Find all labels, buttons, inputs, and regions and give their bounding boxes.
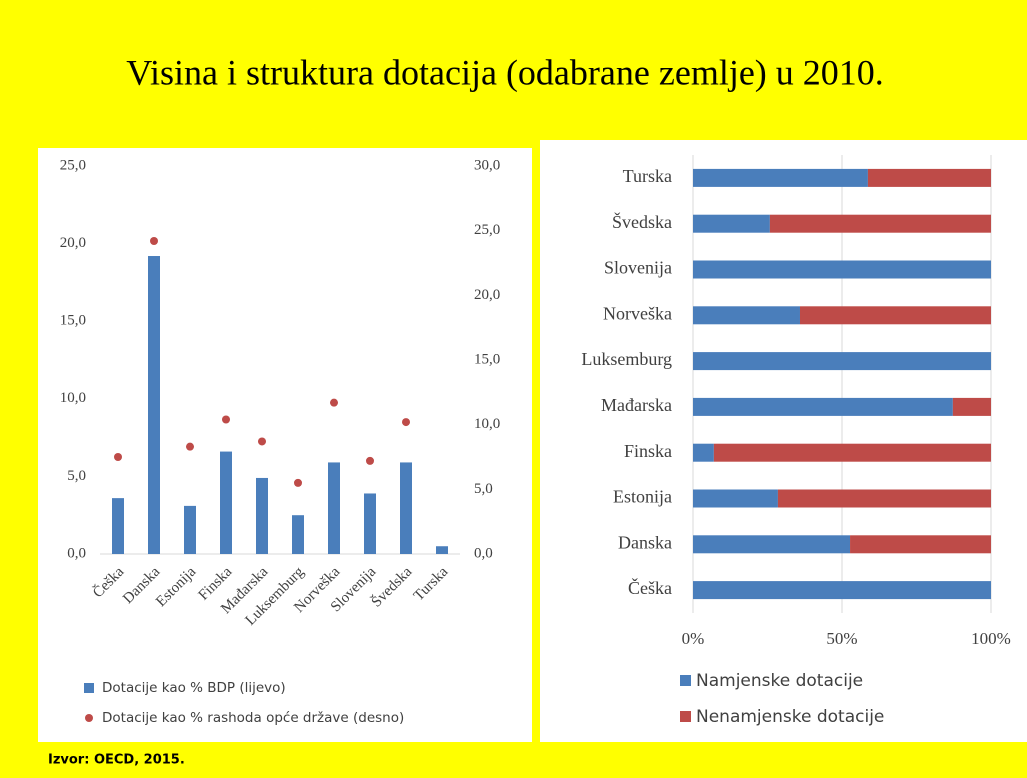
bar-segment (693, 260, 991, 279)
left-panel (38, 148, 532, 742)
legend-label: Nenamjenske dotacije (696, 707, 884, 727)
bar (148, 256, 160, 554)
y-tick-label: Švedska (612, 211, 672, 232)
bar (184, 505, 196, 554)
dot (150, 237, 158, 246)
y2-tick-label: 0,0 (474, 545, 493, 561)
y-tick-label: Estonija (613, 487, 672, 507)
y-tick-label: Češka (628, 577, 672, 598)
dot (402, 418, 410, 427)
legend-swatch (680, 711, 691, 722)
bar-segment (693, 443, 714, 462)
x-tick-label: 100% (971, 629, 1011, 648)
y-tick-label: 5,0 (67, 468, 86, 484)
dot (366, 456, 374, 465)
bar (292, 515, 304, 554)
bar (220, 451, 232, 554)
x-tick-label: 50% (826, 629, 857, 648)
right-panel (540, 140, 1027, 742)
bar-segment (777, 489, 991, 508)
y-tick-label: Danska (618, 532, 672, 552)
y-tick-label: Turska (623, 166, 672, 186)
bar (400, 462, 412, 554)
bar-segment (693, 535, 851, 554)
y2-tick-label: 15,0 (474, 351, 500, 367)
bar (364, 493, 376, 554)
dot (114, 453, 122, 461)
bar-segment (952, 397, 991, 416)
bar-segment (867, 168, 991, 187)
dot (258, 437, 266, 446)
bar-segment (693, 168, 868, 187)
legend-swatch (84, 683, 94, 693)
bar-segment (693, 306, 800, 325)
dot (330, 398, 338, 407)
slide-title: Visina i struktura dotacija (odabrane ze… (126, 52, 884, 92)
bar (436, 546, 448, 554)
y-tick-label: 15,0 (60, 313, 86, 329)
legend-label: Namjenske dotacije (696, 671, 863, 691)
y2-tick-label: 10,0 (474, 416, 500, 432)
y2-tick-label: 20,0 (474, 287, 500, 303)
legend-swatch (680, 675, 691, 686)
y-tick-label: 0,0 (67, 545, 86, 561)
bar (256, 477, 268, 554)
y-tick-label: 10,0 (60, 390, 86, 406)
y2-tick-label: 5,0 (474, 481, 493, 497)
y-tick-label: 20,0 (60, 235, 86, 251)
y-tick-label: Slovenija (604, 258, 672, 278)
bar-segment (713, 443, 991, 462)
bar-segment (693, 397, 953, 416)
y2-tick-label: 30,0 (474, 157, 500, 173)
bar-segment (693, 214, 770, 233)
bar (112, 498, 124, 554)
dot (294, 478, 302, 487)
x-tick-label: 0% (682, 629, 705, 648)
bar-segment (769, 214, 991, 233)
bar-segment (693, 489, 778, 508)
y-tick-label: Mađarska (601, 395, 672, 415)
legend-label: Dotacije kao % rashoda opće države (desn… (102, 710, 404, 726)
legend-swatch (85, 714, 93, 722)
y-tick-label: Finska (624, 441, 672, 461)
y2-tick-label: 25,0 (474, 222, 500, 238)
legend-label: Dotacije kao % BDP (lijevo) (102, 680, 286, 696)
bar (328, 462, 340, 554)
bar-segment (799, 306, 991, 325)
source: Izvor: OECD, 2015. (48, 753, 185, 768)
y-tick-label: 25,0 (60, 157, 86, 173)
dot (222, 415, 230, 424)
y-tick-label: Norveška (603, 303, 672, 323)
y-tick-label: Luksemburg (581, 349, 672, 369)
bar-segment (693, 352, 991, 371)
bar-segment (693, 581, 991, 600)
dot (186, 442, 194, 451)
bar-segment (850, 535, 991, 554)
